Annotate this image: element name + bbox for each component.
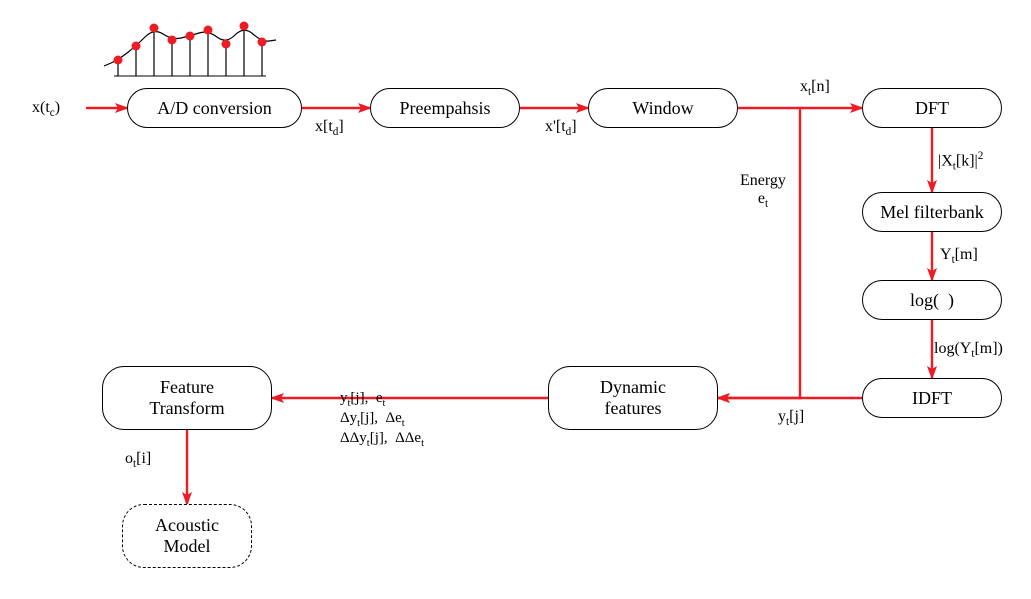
node-acoustic-model: AcousticModel: [122, 504, 252, 568]
node-feature-transform: FeatureTransform: [102, 366, 272, 430]
label-xtk-squared: |Xt[k]|2: [938, 150, 983, 173]
node-label: FeatureTransform: [149, 377, 224, 418]
label-xt-n: xt[n]: [800, 78, 830, 99]
diagram-stage: A/D conversion Preempahsis Window DFT Me…: [0, 0, 1031, 599]
label-yt-m: Yt[m]: [940, 246, 978, 267]
node-dynamic-features: Dynamicfeatures: [548, 366, 718, 430]
node-preemphasis: Preempahsis: [370, 88, 520, 128]
node-label: Window: [632, 98, 693, 119]
label-x-td: x[td]: [315, 118, 344, 139]
label-ot-i: ot[i]: [125, 450, 151, 471]
label-energy: Energyet: [740, 172, 786, 211]
node-dft: DFT: [862, 88, 1002, 128]
label-log-yt-m: log(Yt[m]): [934, 340, 1003, 361]
label-xprime-td: x'[td]: [545, 118, 577, 139]
node-label: Preempahsis: [400, 98, 491, 119]
node-label: Mel filterbank: [880, 202, 983, 223]
node-label: IDFT: [912, 388, 952, 409]
label-x-tc: x(tc): [32, 99, 60, 120]
node-label: DFT: [915, 98, 949, 119]
node-label: A/D conversion: [157, 98, 271, 119]
node-mel-filterbank: Mel filterbank: [862, 192, 1002, 232]
node-label: log( ): [910, 290, 954, 311]
node-window: Window: [588, 88, 738, 128]
node-label: AcousticModel: [155, 515, 219, 556]
label-dynamic-output: yt[j], etΔyt[j], ΔetΔΔyt[j], ΔΔet: [340, 390, 424, 450]
node-label: Dynamicfeatures: [600, 377, 666, 418]
label-yt-j: yt[j]: [778, 408, 804, 429]
node-log: log( ): [862, 280, 1002, 320]
node-ad-conversion: A/D conversion: [127, 88, 302, 128]
node-idft: IDFT: [862, 378, 1002, 418]
